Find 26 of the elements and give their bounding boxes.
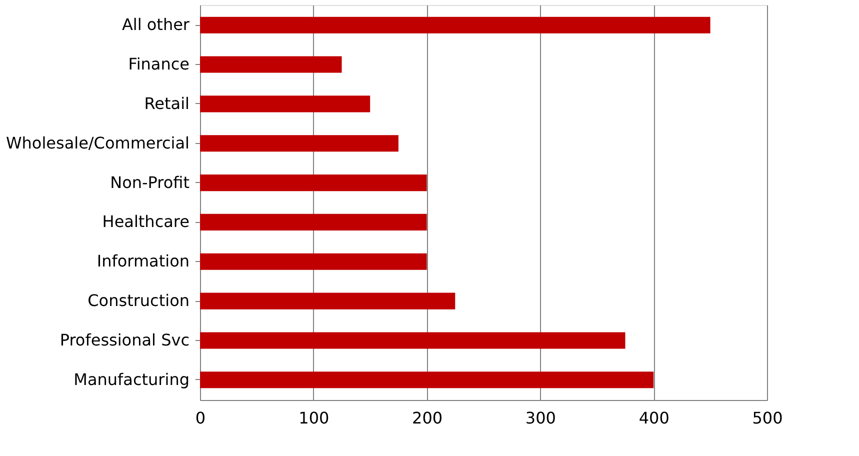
y-tick-label: Healthcare [102, 212, 190, 232]
y-tick-label: All other [122, 15, 190, 34]
bar [200, 372, 654, 388]
y-tick-label: Non-Profit [110, 172, 190, 192]
y-tick-label: Finance [128, 54, 190, 74]
bar [200, 214, 427, 230]
x-tick-label: 100 [298, 408, 330, 428]
y-tick-label: Construction [88, 291, 190, 310]
y-tick-label: Retail [144, 94, 190, 113]
x-tick-label: 300 [525, 408, 556, 428]
y-tick-label: Professional Svc [60, 330, 190, 350]
y-tick-label: Manufacturing [74, 370, 190, 389]
bar [200, 292, 456, 310]
bar [200, 56, 342, 73]
bar [200, 253, 427, 270]
y-tick-label: Information [96, 252, 190, 271]
x-tick-label: 200 [412, 408, 443, 428]
x-tick-label: 0 [195, 408, 206, 428]
bar [200, 96, 370, 112]
bar [200, 16, 710, 34]
bar [200, 332, 626, 349]
bar [200, 174, 427, 192]
bar [200, 135, 398, 152]
y-tick-label: Wholesale/Commercial [6, 133, 190, 152]
x-tick-label: 400 [638, 408, 670, 428]
x-tick-label: 500 [752, 408, 783, 428]
